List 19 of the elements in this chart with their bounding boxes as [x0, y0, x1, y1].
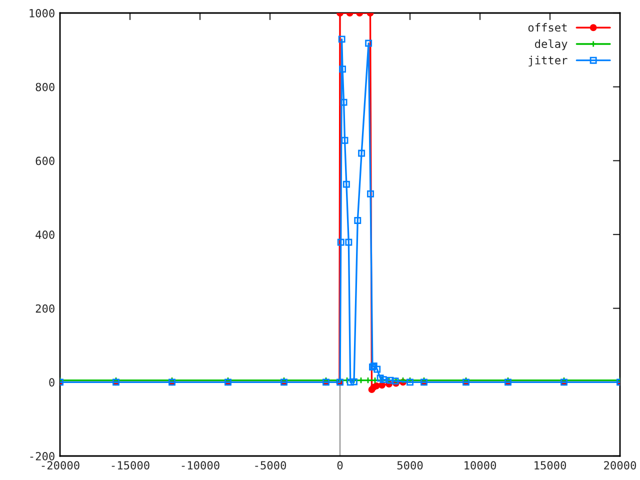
x-tick-label: -15000 — [112, 461, 150, 470]
y-tick-label: -200 — [30, 452, 54, 460]
x-tick-label: -10000 — [182, 461, 220, 470]
legend-label: delay — [535, 39, 568, 50]
x-tick-label: 15000 — [534, 461, 566, 470]
y-tick-label: 400 — [36, 230, 54, 239]
legend-label: jitter — [528, 56, 568, 67]
x-tick-label: 10000 — [464, 461, 496, 470]
x-tick-label: 5000 — [397, 461, 423, 470]
y-tick-label: 1000 — [30, 9, 54, 18]
x-tick-label: 0 — [337, 461, 343, 470]
y-tick-label: 800 — [36, 82, 54, 92]
legend-label: offset — [528, 23, 567, 32]
y-tick-label: 0 — [49, 378, 54, 387]
x-tick-label: 20000 — [604, 461, 636, 470]
x-tick-label: -5000 — [255, 461, 286, 470]
y-tick-label: 200 — [36, 304, 54, 313]
y-tick-label: 600 — [36, 156, 54, 166]
x-tick-label: -20000 — [42, 461, 80, 470]
